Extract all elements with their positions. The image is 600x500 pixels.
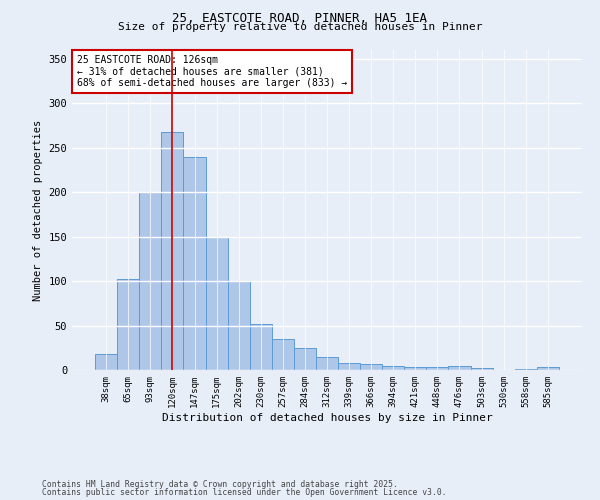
Bar [404, 368, 427, 370]
Bar [250, 324, 272, 370]
Y-axis label: Number of detached properties: Number of detached properties [33, 120, 43, 300]
Bar [294, 348, 316, 370]
Bar [206, 236, 227, 370]
Bar [227, 281, 250, 370]
Bar [139, 192, 161, 370]
Bar [338, 363, 360, 370]
Bar [448, 366, 470, 370]
Bar [515, 369, 537, 370]
Bar [117, 280, 139, 370]
Bar [316, 356, 338, 370]
Bar [360, 364, 382, 370]
Text: Size of property relative to detached houses in Pinner: Size of property relative to detached ho… [118, 22, 482, 32]
Text: Contains HM Land Registry data © Crown copyright and database right 2025.: Contains HM Land Registry data © Crown c… [42, 480, 398, 489]
Bar [184, 156, 206, 370]
Bar [537, 368, 559, 370]
Text: 25, EASTCOTE ROAD, PINNER, HA5 1EA: 25, EASTCOTE ROAD, PINNER, HA5 1EA [173, 12, 427, 26]
Bar [470, 368, 493, 370]
X-axis label: Distribution of detached houses by size in Pinner: Distribution of detached houses by size … [161, 412, 493, 422]
Bar [382, 366, 404, 370]
Bar [427, 368, 448, 370]
Text: Contains public sector information licensed under the Open Government Licence v3: Contains public sector information licen… [42, 488, 446, 497]
Text: 25 EASTCOTE ROAD: 126sqm
← 31% of detached houses are smaller (381)
68% of semi-: 25 EASTCOTE ROAD: 126sqm ← 31% of detach… [77, 55, 347, 88]
Bar [272, 339, 294, 370]
Bar [95, 354, 117, 370]
Bar [161, 132, 184, 370]
